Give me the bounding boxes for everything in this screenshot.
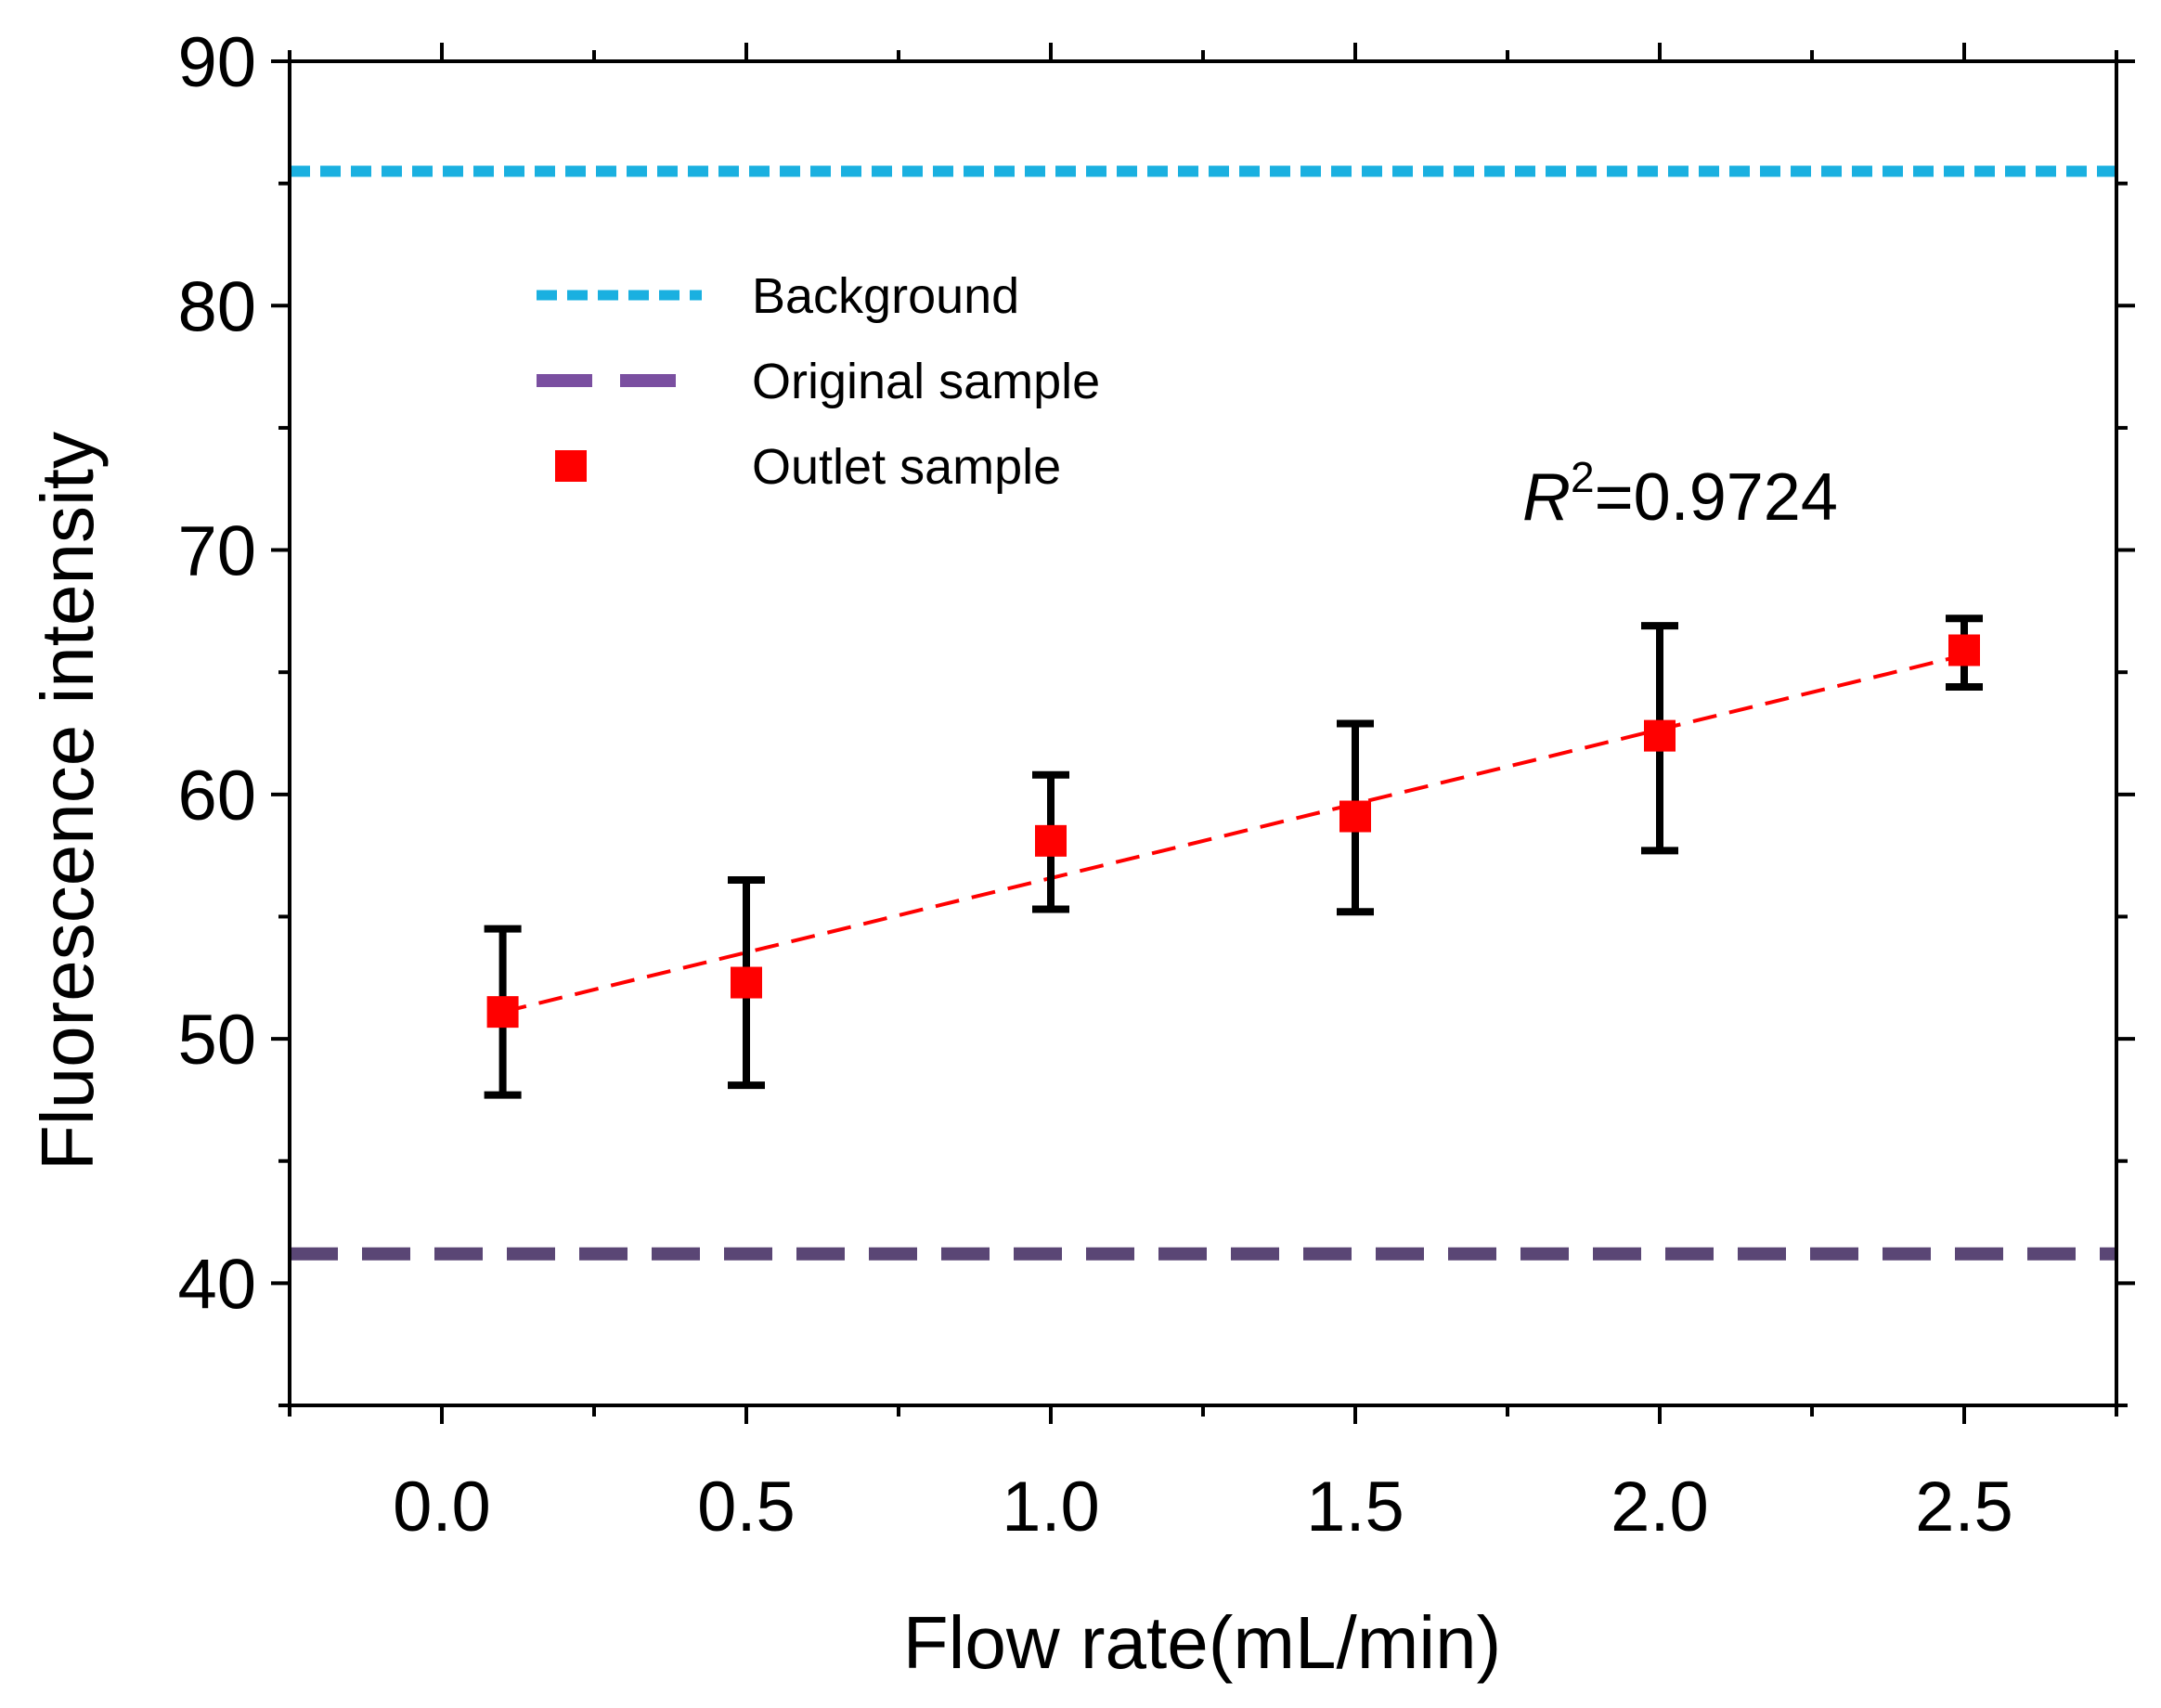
r-squared-value: =0.9724 [1595,460,1838,535]
y-tick-label: 90 [177,23,256,102]
x-tick-label: 0.5 [697,1468,796,1546]
data-point [486,996,519,1029]
reference-lines [290,165,2116,1261]
r-squared-superscript: 2 [1571,453,1595,501]
data-point [1339,800,1371,833]
error-bars [484,615,1983,1099]
y-tick-label: 40 [177,1245,256,1324]
data-point [1035,824,1067,857]
x-tick-label: 2.5 [1915,1468,2013,1546]
plot-frame [288,59,2118,1407]
y-tick-label: 50 [177,1001,256,1080]
y-axis-title: Fluorescence intensity [26,432,109,1171]
legend: Background Original sample Outlet sample [537,268,1100,495]
r-squared-r: R [1522,460,1571,535]
ticks: 0.0 0.5 1.0 1.5 2.0 2.5 40 50 60 70 80 90 [177,23,2135,1546]
data-point [731,966,762,999]
legend-label: Outlet sample [752,439,1061,495]
legend-marker-square [555,450,587,482]
data-points [486,634,1980,1029]
r-squared-annotation: R2=0.9724 [1522,453,1838,535]
legend-label: Background [752,268,1019,324]
x-tick-label: 2.0 [1611,1468,1709,1546]
plot-border [288,59,2118,1407]
y-tick-label: 70 [177,512,256,591]
data-point [1644,719,1676,752]
x-axis-title: Flow rate(mL/min) [903,1601,1502,1684]
legend-label: Original sample [752,354,1100,409]
y-tick-label: 80 [177,267,256,346]
fit-line [502,653,1965,1015]
x-tick-label: 1.0 [1002,1468,1100,1546]
x-tick-label: 0.0 [393,1468,491,1546]
data-point [1948,634,1980,666]
x-tick-label: 1.5 [1306,1468,1404,1546]
fit-line-group [502,653,1965,1015]
y-tick-label: 60 [177,757,256,835]
